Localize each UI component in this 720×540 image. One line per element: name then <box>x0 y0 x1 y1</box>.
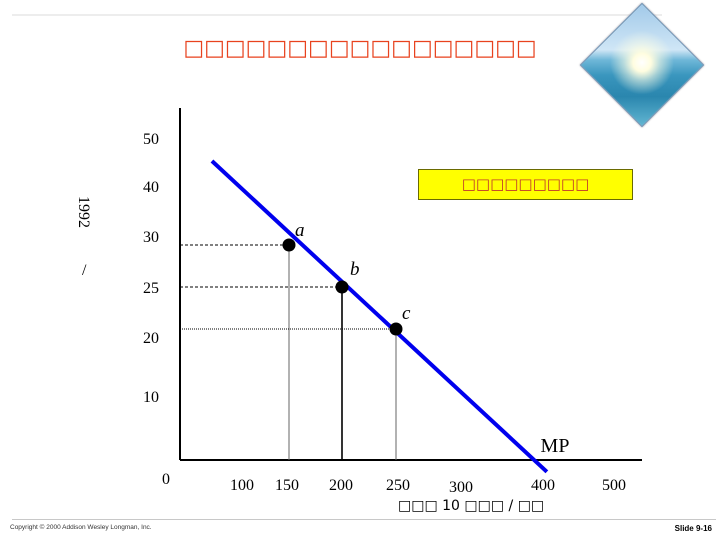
x-tick-label: 150 <box>275 477 299 494</box>
data-point-c <box>389 322 403 336</box>
x-tick-label: 500 <box>602 477 626 494</box>
x-tick-label: 200 <box>329 477 353 494</box>
y-axis-label-slash: / <box>82 262 87 279</box>
slide-title: □□□□□□□□□□□□□□□□□ <box>183 36 537 61</box>
footer-rule <box>12 519 716 520</box>
data-point-b <box>335 280 349 294</box>
x-tick-label: 400 <box>531 477 555 494</box>
header-rule <box>12 14 662 16</box>
point-label-a: a <box>295 220 305 241</box>
point-label-c: c <box>402 303 411 324</box>
x-tick-label: 300 <box>449 479 473 496</box>
slide-number: Slide 9-16 <box>674 524 712 533</box>
point-label-b: b <box>350 259 360 280</box>
y-axis-label: 1992 <box>75 196 92 228</box>
y-tick-label: 50 <box>143 131 159 148</box>
y-tick-label: 25 <box>143 280 159 297</box>
data-point-a <box>282 238 296 252</box>
origin-label: 0 <box>162 471 170 488</box>
series-line-mp <box>210 159 549 474</box>
x-axis-label: □□□ 10 □□□ / □□ <box>398 498 545 514</box>
y-tick-label: 30 <box>143 229 159 246</box>
series-label-mp: MP <box>541 435 570 457</box>
y-tick-label: 10 <box>143 389 159 406</box>
x-tick-label: 100 <box>230 477 254 494</box>
x-tick-label: 250 <box>386 477 410 494</box>
copyright-text: Copyright © 2000 Addison Wesley Longman,… <box>10 524 152 531</box>
callout-box: □□□□□□□□□ <box>418 169 633 200</box>
y-tick-label: 40 <box>143 179 159 196</box>
y-tick-label: 20 <box>143 330 159 347</box>
